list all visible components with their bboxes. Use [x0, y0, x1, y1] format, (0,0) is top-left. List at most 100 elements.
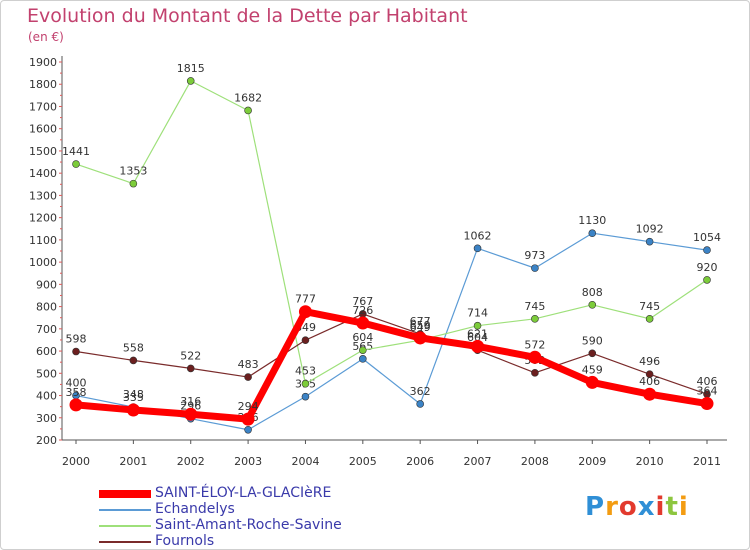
legend-swatch — [99, 509, 151, 511]
legend-item: Fournols — [99, 533, 399, 550]
data-point — [129, 179, 138, 188]
data-point — [301, 379, 310, 388]
data-label: 621 — [467, 327, 488, 340]
data-label: 572 — [524, 338, 545, 351]
logo-letter: i — [655, 492, 666, 522]
series-line — [75, 313, 708, 395]
legend-label: Saint-Amant-Roche-Savine — [155, 517, 342, 533]
data-point — [531, 369, 539, 377]
data-label: 659 — [410, 319, 431, 332]
data-point — [298, 305, 312, 319]
data-label: 1353 — [119, 165, 147, 178]
chart-subtitle: (en €) — [28, 30, 64, 44]
data-point — [588, 349, 597, 358]
y-tick-label: 500 — [36, 367, 57, 380]
x-tick-label: 2003 — [234, 455, 262, 468]
data-label: 1815 — [177, 62, 205, 75]
series-echandelys: 4003482962463955653621062973113010921054 — [66, 214, 721, 434]
series-line — [72, 308, 711, 423]
data-label: 777 — [295, 293, 316, 306]
data-label: 714 — [467, 307, 488, 320]
x-tick-label: 2001 — [119, 455, 147, 468]
data-label: 335 — [123, 391, 144, 404]
data-point — [186, 364, 195, 373]
data-label: 400 — [66, 377, 87, 390]
data-label: 558 — [123, 341, 144, 354]
data-label: 496 — [639, 355, 660, 368]
y-tick-label: 1300 — [29, 189, 57, 202]
legend-swatch — [99, 490, 151, 498]
data-point — [72, 160, 80, 168]
data-point — [645, 315, 654, 323]
y-tick-label: 400 — [36, 390, 57, 403]
data-label: 604 — [352, 331, 373, 344]
x-tick-label: 2010 — [636, 455, 664, 468]
data-point — [413, 331, 427, 345]
logo-letter: o — [618, 492, 638, 522]
chart-title: Evolution du Montant de la Dette par Hab… — [27, 5, 468, 27]
y-tick-label: 700 — [36, 323, 57, 336]
data-label: 406 — [639, 375, 660, 388]
logo-letter: t — [665, 492, 679, 522]
x-tick-label: 2002 — [177, 455, 205, 468]
data-label: 296 — [180, 400, 201, 413]
data-label: 1092 — [636, 223, 664, 236]
data-label: 1441 — [62, 145, 90, 158]
y-tick-label: 1600 — [29, 123, 57, 136]
data-label: 1682 — [234, 91, 262, 104]
data-point — [184, 407, 198, 421]
data-label: 598 — [66, 333, 87, 346]
data-label: 767 — [352, 295, 373, 308]
y-tick-label: 1700 — [29, 100, 57, 113]
data-label: 745 — [524, 300, 545, 313]
y-tick-label: 900 — [36, 278, 57, 291]
legend-label: Fournols — [155, 533, 215, 549]
x-tick-label: 2011 — [693, 455, 721, 468]
y-tick-label: 1200 — [29, 212, 57, 225]
logo-letter: P — [585, 492, 606, 522]
series-saint-amant-roche-savine: 1441 1353 1815 1682 453 604 649 714 745 808 745 920 — [62, 62, 718, 388]
data-point — [703, 276, 711, 284]
data-point — [241, 412, 255, 426]
y-tick-label: 1500 — [29, 145, 57, 158]
data-point — [244, 373, 252, 381]
data-label: 1130 — [578, 214, 606, 227]
x-tick-label: 2005 — [349, 455, 377, 468]
logo-letter: r — [605, 492, 619, 522]
data-label: 590 — [582, 334, 603, 347]
data-point — [585, 375, 599, 389]
data-label: 348 — [123, 388, 144, 401]
data-point — [301, 336, 310, 344]
x-tick-label: 2008 — [521, 455, 549, 468]
data-point — [416, 400, 424, 408]
data-point — [645, 237, 654, 246]
y-tick-label: 1100 — [29, 234, 57, 247]
data-label: 522 — [180, 349, 201, 362]
data-label: 316 — [180, 395, 201, 408]
data-point — [528, 350, 542, 364]
y-tick-label: 1800 — [29, 78, 57, 91]
data-point — [356, 316, 370, 330]
y-tick-label: 1000 — [29, 256, 57, 269]
data-label: 459 — [582, 363, 603, 376]
data-point — [126, 403, 140, 417]
data-point — [359, 355, 367, 363]
data-point — [186, 77, 195, 85]
y-tick-label: 1900 — [29, 56, 57, 69]
data-label: 294 — [238, 400, 259, 413]
data-point — [129, 356, 138, 365]
legend-label: Echandelys — [155, 501, 235, 517]
data-label: 808 — [582, 286, 603, 299]
data-point — [72, 347, 80, 356]
logo-letter: x — [637, 492, 656, 522]
series-fournols: 598558522483649767677604502590496406 — [66, 295, 718, 398]
legend-label: SAINT-ÉLOY-LA-GLACIèRE — [155, 485, 332, 501]
y-tick-label: 300 — [36, 412, 57, 425]
data-point — [700, 397, 714, 411]
data-point — [588, 229, 597, 238]
data-point — [244, 106, 252, 115]
data-label: 406 — [697, 375, 718, 388]
x-tick-label: 2009 — [578, 455, 606, 468]
